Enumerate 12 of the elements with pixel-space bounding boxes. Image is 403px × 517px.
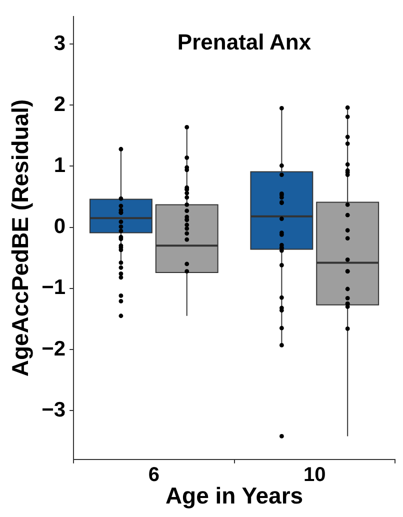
x-tick-label: 6 [148, 464, 160, 486]
x-tick-label: 10 [304, 464, 326, 486]
y-tick-label: 0 [54, 215, 66, 238]
x-axis-title: Age in Years [165, 482, 304, 509]
y-tick-label: −2 [42, 337, 66, 360]
y-axis-title: AgeAccPedBE (Residual) [7, 99, 34, 377]
y-tick-label: 1 [54, 154, 66, 178]
text: Prenatal Anx [177, 30, 312, 55]
y-tick-label: 3 [54, 32, 66, 55]
y-tick-label: −1 [42, 276, 66, 300]
y-tick-label: −3 [42, 398, 66, 422]
y-tick-label: 2 [54, 92, 66, 116]
